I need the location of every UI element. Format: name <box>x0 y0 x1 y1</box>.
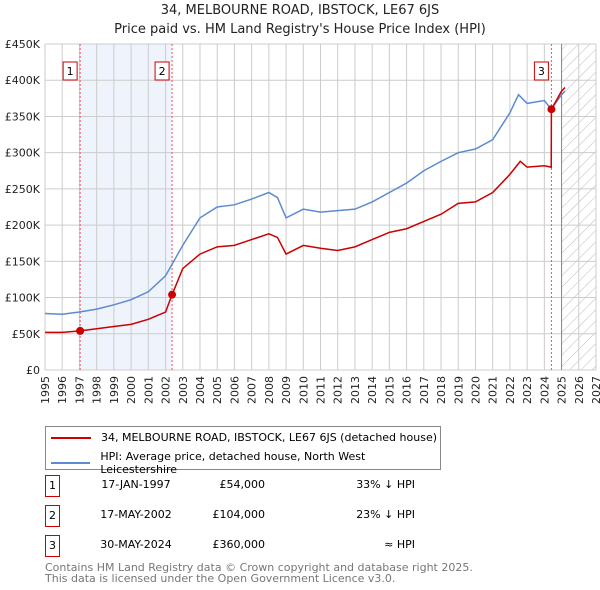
x-tick-label: 2010 <box>297 376 310 404</box>
x-tick-label: 2027 <box>590 376 600 404</box>
x-tick-label: 2006 <box>228 376 241 404</box>
y-tick-label: £0 <box>26 364 40 377</box>
chart-subtitle: Price paid vs. HM Land Registry's House … <box>114 22 486 37</box>
x-tick-label: 2014 <box>366 376 379 404</box>
x-tick-label: 2019 <box>452 376 465 404</box>
x-tick-label: 2009 <box>280 376 293 404</box>
x-tick-label: 2013 <box>349 376 362 404</box>
red-line-swatch <box>51 436 91 439</box>
sale-price: £104,000 <box>212 508 266 521</box>
chart-title: 34, MELBOURNE ROAD, IBSTOCK, LE67 6JS <box>160 3 440 18</box>
x-tick-label: 2024 <box>538 376 551 404</box>
sale-price: £360,000 <box>212 538 266 551</box>
x-tick-label: 2018 <box>435 376 448 404</box>
y-tick-label: £400K <box>5 74 41 87</box>
shaded-ownership-region <box>80 44 173 370</box>
sale-marker-box <box>62 61 78 81</box>
x-tick-label: 2017 <box>418 376 431 404</box>
x-tick-label: 1996 <box>56 376 69 404</box>
x-tick-label: 2023 <box>521 376 534 404</box>
sale-marker-box <box>533 61 549 81</box>
sale-point <box>168 290 177 299</box>
x-tick-label: 2004 <box>194 376 207 404</box>
sale-date: 30-MAY-2024 <box>100 538 172 551</box>
x-tick-label: 2020 <box>469 376 482 404</box>
blue-line-swatch <box>51 462 91 464</box>
y-tick-label: £350K <box>5 110 41 123</box>
x-tick-label: 2021 <box>487 376 500 404</box>
x-tick-label: 2008 <box>263 376 276 404</box>
legend-hpi: HPI: Average price, detached house, Nort… <box>100 450 366 476</box>
sale-hpi-relation: ≈ HPI <box>384 538 415 551</box>
x-tick-label: 2007 <box>246 376 259 404</box>
x-tick-label: 1995 <box>39 376 52 404</box>
price-paid-line <box>45 86 566 334</box>
sale-point <box>76 326 85 335</box>
sale-date: 17-MAY-2002 <box>100 508 172 521</box>
hpi-line <box>44 90 566 315</box>
sale-marker-badge: 1 <box>45 475 60 497</box>
x-tick-label: 1997 <box>73 376 86 404</box>
y-tick-label: £200K <box>5 219 41 232</box>
sale-marker-label: 3 <box>538 65 545 78</box>
x-tick-label: 2022 <box>504 376 517 404</box>
x-tick-label: 2003 <box>177 376 190 404</box>
sale-price: £54,000 <box>219 478 266 491</box>
footer-licence: This data is licensed under the Open Gov… <box>45 572 396 585</box>
sale-marker-badge: 2 <box>45 505 60 527</box>
x-tick-label: 1998 <box>91 376 104 404</box>
x-tick-label: 2016 <box>401 376 414 404</box>
x-tick-label: 2005 <box>211 376 224 404</box>
x-tick-label: 1999 <box>108 376 121 404</box>
sale-marker-label: 2 <box>159 65 166 78</box>
sale-date: 17-JAN-1997 <box>101 478 171 491</box>
y-tick-label: £300K <box>5 147 41 160</box>
y-tick-label: £50K <box>12 328 41 341</box>
sale-marker-box <box>154 61 170 81</box>
x-tick-label: 2002 <box>160 376 173 404</box>
y-tick-label: £100K <box>5 292 41 305</box>
sale-hpi-relation: 23% ↓ HPI <box>356 508 415 521</box>
footer-copyright: Contains HM Land Registry data © Crown c… <box>45 561 473 574</box>
y-tick-label: £150K <box>5 255 41 268</box>
x-tick-label: 2000 <box>125 376 138 404</box>
x-tick-label: 2011 <box>315 376 328 404</box>
x-tick-label: 2025 <box>556 376 569 404</box>
x-tick-label: 2026 <box>573 376 586 404</box>
sale-hpi-relation: 33% ↓ HPI <box>356 478 415 491</box>
sale-marker-badge: 3 <box>45 535 60 557</box>
x-tick-label: 2015 <box>383 376 396 404</box>
sale-point <box>547 105 556 114</box>
x-tick-label: 2001 <box>142 376 155 404</box>
price-chart: 1995 1996 1997 1998 1999 2000 2001 2002 2003 2004… <box>5 38 600 404</box>
y-tick-label: £250K <box>5 183 41 196</box>
y-tick-label: £450K <box>5 38 41 51</box>
footer: Contains HM Land Registry data © Crown c… <box>45 562 473 584</box>
legend-property: 34, MELBOURNE ROAD, IBSTOCK, LE67 6JS (d… <box>101 431 437 444</box>
sale-marker-label: 1 <box>67 65 74 78</box>
legend: 34, MELBOURNE ROAD, IBSTOCK, LE67 6JS (d… <box>45 426 441 476</box>
x-tick-label: 2012 <box>332 376 345 404</box>
